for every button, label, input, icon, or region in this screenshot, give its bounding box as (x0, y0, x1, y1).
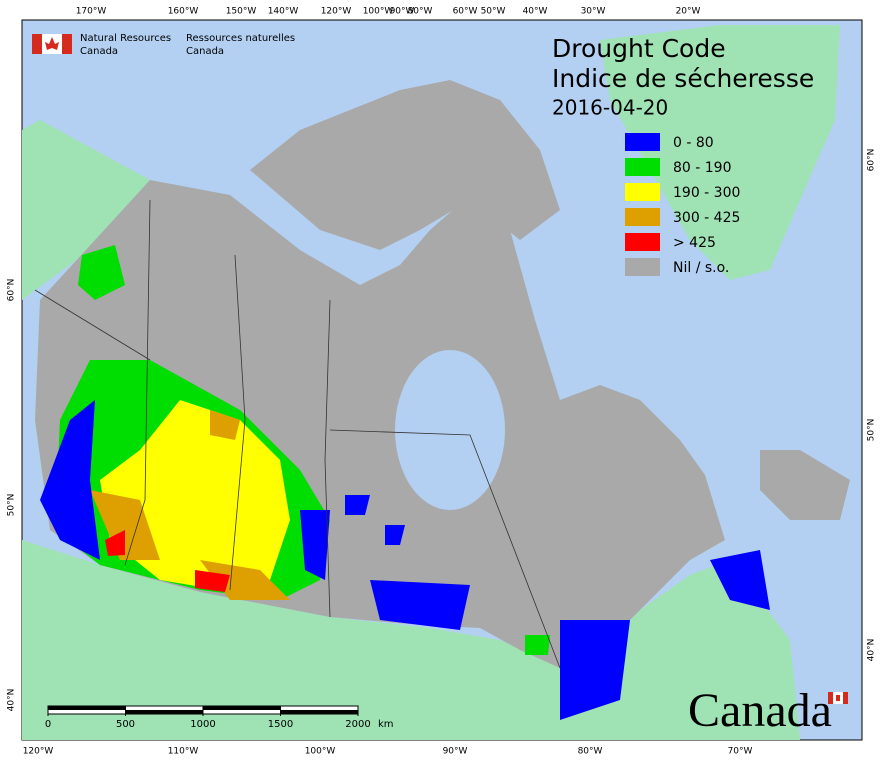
longitude-label: 20°W (676, 7, 701, 17)
longitude-label: 160°W (168, 7, 199, 17)
org-en: Canada (80, 46, 118, 57)
longitude-label: 100°W (363, 7, 394, 17)
wordmark-leaf (836, 695, 840, 701)
longitude-label: 70°W (728, 747, 753, 757)
scale-label: 1000 (190, 719, 215, 730)
scale-label: 2000 (345, 719, 370, 730)
longitude-label: 150°W (226, 7, 257, 17)
newfoundland (760, 450, 850, 520)
longitude-label: 50°W (481, 7, 506, 17)
legend-swatch (625, 133, 660, 151)
drought-over-425 (105, 530, 230, 592)
drought-300-425 (90, 410, 290, 600)
scale-label: 500 (116, 719, 135, 730)
wordmark: Canada (688, 684, 832, 737)
org-fr: Ressources naturelles (186, 33, 295, 44)
alaska (22, 120, 150, 300)
arctic-islands (250, 80, 560, 250)
latitude-label: 40°N (867, 639, 877, 662)
latitude-label: 50°N (867, 419, 877, 442)
scale-segment (125, 710, 203, 714)
scale-segment (203, 706, 281, 710)
legend-swatch (625, 258, 660, 276)
scale-segment (48, 706, 126, 710)
title-fr: Indice de sécheresse (552, 64, 814, 93)
legend-label: > 425 (673, 235, 716, 251)
longitude-label: 120°W (23, 747, 54, 757)
org-en: Natural Resources (80, 33, 171, 44)
longitude-label: 30°W (581, 7, 606, 17)
latitude-label: 60°N (7, 279, 17, 302)
latitude-label: 50°N (7, 494, 17, 517)
legend-label: 80 - 190 (673, 160, 732, 176)
greenland (600, 25, 840, 280)
legend-swatch (625, 208, 660, 226)
legend-swatch (625, 183, 660, 201)
longitude-label: 80°W (408, 7, 433, 17)
title-en: Drought Code (552, 34, 726, 63)
legend-label: 300 - 425 (673, 210, 740, 226)
scale-segment (280, 710, 358, 714)
drought-0-80 (40, 400, 770, 720)
date: 2016-04-20 (552, 96, 668, 120)
longitude-label: 40°W (523, 7, 548, 17)
longitude-label: 110°W (168, 747, 199, 757)
maple-leaf (45, 37, 59, 50)
scale-label: 0 (45, 719, 51, 730)
longitude-label: 60°W (453, 7, 478, 17)
legend-label: 190 - 300 (673, 185, 740, 201)
legend-label: 0 - 80 (673, 135, 714, 151)
legend-label: Nil / s.o. (673, 260, 729, 276)
longitude-label: 170°W (76, 7, 107, 17)
latitude-label: 60°N (867, 149, 877, 172)
flag-right (62, 34, 72, 54)
longitude-label: 90°W (443, 747, 468, 757)
legend-swatch (625, 158, 660, 176)
longitude-label: 100°W (305, 747, 336, 757)
org-fr: Canada (186, 46, 224, 57)
flag-left (32, 34, 42, 54)
hudson-bay (395, 350, 505, 510)
legend-swatch (625, 233, 660, 251)
borders (34, 199, 561, 669)
land (22, 25, 850, 740)
longitude-label: 140°W (268, 7, 299, 17)
latitude-label: 40°N (7, 689, 17, 712)
longitude-label: 120°W (321, 7, 352, 17)
longitude-label: 90°W (390, 7, 415, 17)
scale-label: 1500 (268, 719, 293, 730)
longitude-label: 80°W (578, 747, 603, 757)
scale-unit: km (378, 719, 394, 730)
